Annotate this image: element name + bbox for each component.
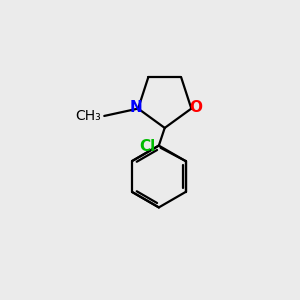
Text: O: O (189, 100, 202, 115)
Text: Cl: Cl (139, 139, 155, 154)
Text: N: N (129, 100, 142, 115)
Text: CH₃: CH₃ (76, 109, 101, 123)
